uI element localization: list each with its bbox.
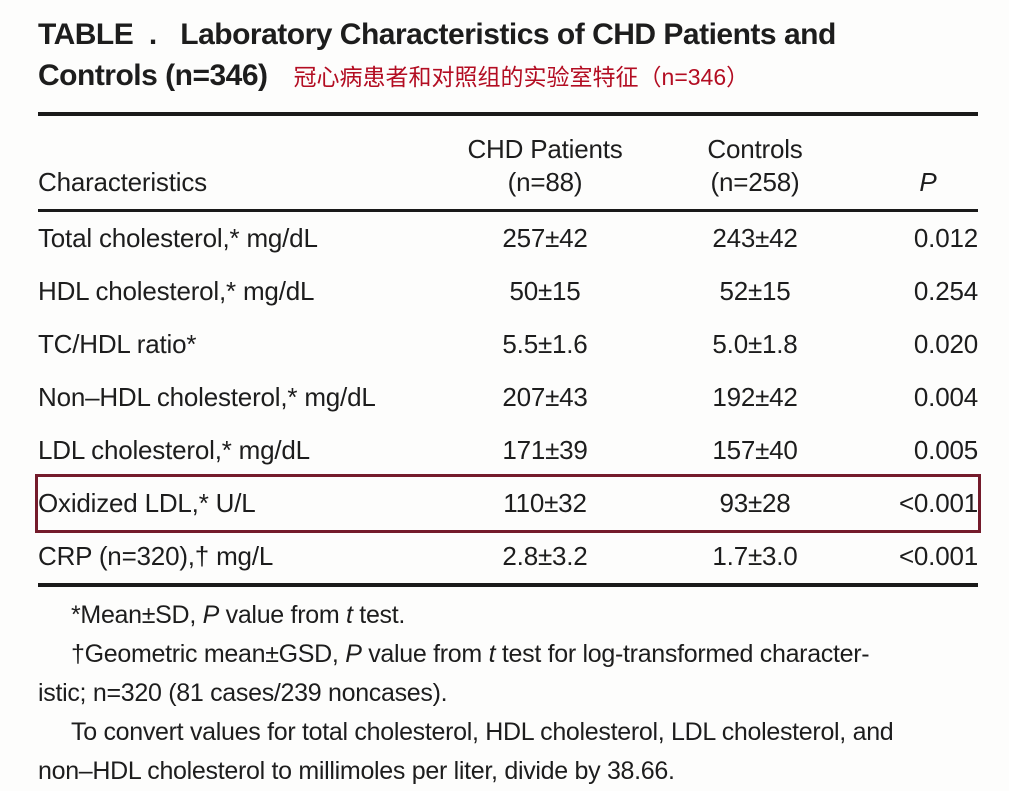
footnote-italic-p: P: [202, 601, 220, 629]
footnote-italic-t: t: [488, 640, 496, 668]
chd-header-line1: CHD Patients: [467, 134, 623, 164]
table-title-line2-wrap: Controls (n=346) 冠心病患者和对照组的实验室特征（n=346）: [38, 55, 978, 98]
footnote-conversion: To convert values for total cholesterol,…: [38, 713, 978, 791]
footnote-text: test for log-transformed character-: [495, 640, 870, 668]
cell-chd-value: 110±32: [503, 488, 587, 518]
footnote-text: value from: [218, 601, 346, 629]
cell-p-value: 0.004: [913, 382, 978, 412]
page-title: TABLE . Laboratory Characteristics of CH…: [38, 14, 978, 98]
footnote-text: test.: [352, 601, 406, 629]
row-label: Non–HDL cholesterol,* mg/dL: [38, 382, 376, 412]
cell-p-value: 0.254: [913, 276, 978, 306]
cell-controls-value: 243±42: [712, 223, 798, 253]
footnote-text: To convert values for total cholesterol,…: [71, 718, 894, 746]
cell-chd-value: 257±42: [502, 223, 588, 253]
footnote-text: †Geometric mean±GSD,: [71, 640, 346, 668]
table-row: Total cholesterol,* mg/dL 257±42 243±42 …: [38, 212, 978, 265]
table-header-rule: [38, 209, 978, 212]
table-row-highlighted: Oxidized LDL,* U/L 110±32 93±28 <0.001: [35, 474, 981, 533]
controls-header-line2: (n=258): [710, 167, 800, 197]
controls-header-line1: Controls: [707, 134, 803, 164]
table-row: Non–HDL cholesterol,* mg/dL 207±43 192±4…: [38, 371, 978, 424]
cell-p-value: 0.020: [913, 329, 978, 359]
cell-p-value: <0.001: [898, 488, 978, 518]
cell-p-value: <0.001: [898, 541, 978, 571]
footnote-italic-t: t: [346, 601, 353, 629]
chd-header-line2: (n=88): [507, 167, 583, 197]
footnote-mean-sd: *Mean±SD, P value from t test.: [38, 596, 978, 635]
cell-controls-value: 93±28: [719, 488, 791, 518]
row-label: LDL cholesterol,* mg/dL: [38, 435, 310, 465]
cell-controls-value: 52±15: [719, 276, 791, 306]
column-header-p: P: [919, 167, 937, 197]
row-label: CRP (n=320),† mg/L: [38, 541, 274, 571]
cell-controls-value: 192±42: [712, 382, 798, 412]
table-bottom-rule: [38, 583, 978, 587]
cell-controls-value: 5.0±1.8: [712, 329, 798, 359]
footnote-text: istic; n=320 (81 cases/239 noncases).: [38, 679, 448, 707]
row-label: Total cholesterol,* mg/dL: [38, 223, 318, 253]
footnotes: *Mean±SD, P value from t test. †Geometri…: [38, 596, 978, 791]
footnote-geometric-mean: †Geometric mean±GSD, P value from t test…: [38, 635, 978, 713]
table-row: TC/HDL ratio* 5.5±1.6 5.0±1.8 0.020: [38, 318, 978, 371]
cell-p-value: 0.005: [913, 435, 978, 465]
cell-chd-value: 2.8±3.2: [502, 541, 588, 571]
row-label: Oxidized LDL,* U/L: [38, 488, 256, 518]
cell-chd-value: 5.5±1.6: [502, 329, 588, 359]
cell-controls-value: 1.7±3.0: [712, 541, 798, 571]
footnote-text: value from: [361, 640, 489, 668]
table-top-rule: [38, 112, 978, 116]
table-title-line1: TABLE . Laboratory Characteristics of CH…: [38, 18, 836, 51]
cell-controls-value: 157±40: [712, 435, 798, 465]
footnote-text: non–HDL cholesterol to millimoles per li…: [38, 757, 675, 785]
footnote-text: *Mean±SD,: [71, 601, 203, 629]
cell-chd-value: 171±39: [502, 435, 588, 465]
row-label: HDL cholesterol,* mg/dL: [38, 276, 315, 306]
table-body: Total cholesterol,* mg/dL 257±42 243±42 …: [35, 212, 981, 583]
title-annotation-zh: 冠心病患者和对照组的实验室特征（n=346）: [293, 64, 750, 90]
table-row: HDL cholesterol,* mg/dL 50±15 52±15 0.25…: [38, 265, 978, 318]
cell-chd-value: 50±15: [509, 276, 581, 306]
table-header-row: Characteristics CHD Patients (n=88) Cont…: [38, 116, 978, 209]
table-row: LDL cholesterol,* mg/dL 171±39 157±40 0.…: [38, 424, 978, 477]
row-label: TC/HDL ratio*: [38, 329, 197, 359]
cell-p-value: 0.012: [913, 223, 978, 253]
table-title-line2: Controls (n=346): [38, 59, 268, 92]
column-header-characteristics: Characteristics: [38, 167, 207, 197]
cell-chd-value: 207±43: [502, 382, 588, 412]
table-row: CRP (n=320),† mg/L 2.8±3.2 1.7±3.0 <0.00…: [38, 530, 978, 583]
column-header-controls: Controls (n=258): [660, 133, 850, 199]
footnote-italic-p: P: [345, 640, 362, 668]
column-header-chd-patients: CHD Patients (n=88): [430, 133, 660, 199]
